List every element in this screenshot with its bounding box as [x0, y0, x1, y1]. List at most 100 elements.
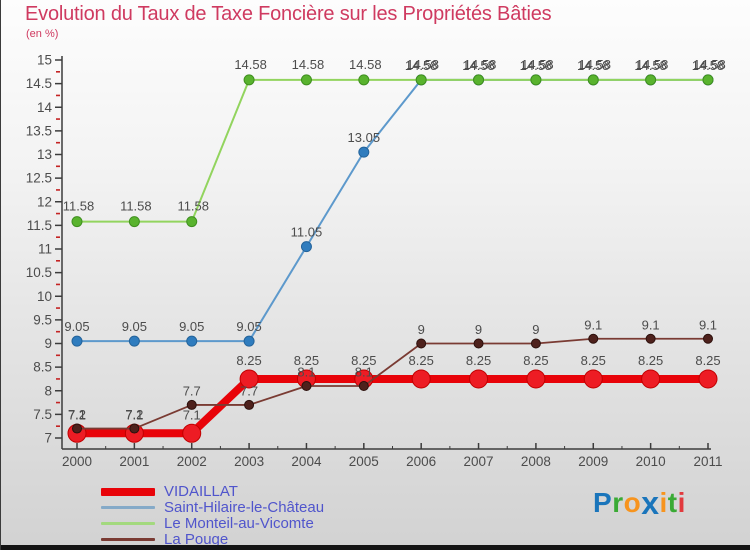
data-point-marker [645, 74, 657, 86]
x-tick-label: 2000 [62, 454, 92, 469]
y-tick-label: 11.5 [27, 218, 52, 233]
logo-letter: t [667, 487, 678, 518]
y-tick-label: 15 [37, 53, 52, 68]
data-point-marker [587, 74, 599, 86]
data-point-label: 14.58 [636, 57, 669, 72]
axes: 7 7.5 8 8.5 9 9.5 10 10.5 11 11.5 12 12.5 13 13.5 14 14… [26, 53, 723, 470]
data-point-label: 8.25 [409, 353, 434, 368]
data-point-label: 7.7 [183, 383, 201, 398]
data-point-label: 9 [418, 322, 425, 337]
y-tick-label: 8 [44, 383, 52, 398]
data-point-label: 14.58 [406, 57, 439, 72]
series-la-pouge: 7.2 7.2 7.7 7.7 8.1 8.1 9 9 9 9.1 9.1 9.1 [68, 317, 717, 434]
legend-item-le-monteil: Le Monteil-au-Vicomte [101, 516, 324, 531]
data-point-marker [129, 423, 140, 434]
x-tick-label: 2010 [636, 454, 666, 469]
x-tick-label: 2009 [578, 454, 608, 469]
y-tick-label: 12.5 [26, 171, 52, 186]
x-tick-label: 2003 [234, 454, 264, 469]
data-point-label: 9.05 [122, 319, 147, 334]
data-point-label: 11.58 [120, 199, 152, 214]
logo-letter: i [677, 487, 686, 518]
y-tick-label: 7 [44, 431, 52, 446]
x-tick-label: 2001 [119, 454, 149, 469]
legend-label: Saint-Hilaire-le-Château [164, 499, 325, 516]
data-point-marker [300, 241, 312, 253]
data-point-label: 7.2 [125, 407, 143, 422]
legend-label: La Pouge [164, 531, 229, 548]
x-tick-label: 2007 [464, 454, 494, 469]
data-point-marker [186, 399, 197, 410]
data-point-label: 14.58 [462, 58, 495, 73]
data-point-label: 7.2 [68, 407, 86, 422]
y-tick-label: 9 [44, 336, 52, 351]
logo-letter: o [623, 487, 642, 518]
data-point-label: 7.1 [68, 407, 86, 422]
y-tick-label: 13 [37, 147, 52, 162]
data-point-marker [473, 338, 484, 349]
data-point-label: 14.58 [405, 58, 438, 73]
y-tick-label: 9.5 [33, 312, 52, 327]
legend-item-la-pouge: La Pouge [101, 532, 324, 547]
data-point-label: 9 [475, 322, 482, 337]
legend: VIDAILLAT Saint-Hilaire-le-Château Le Mo… [101, 484, 324, 547]
data-point-label: 8.25 [581, 353, 606, 368]
data-point-label: 8.1 [355, 365, 373, 380]
data-point-marker [71, 335, 83, 347]
data-point-marker [588, 333, 599, 344]
data-point-label: 9.05 [64, 319, 89, 334]
x-tick-label: 2005 [349, 454, 379, 469]
data-point-marker [411, 369, 431, 389]
logo-letter: i [659, 487, 668, 518]
legend-swatch-vidaillat [101, 487, 155, 496]
data-point-marker [358, 74, 370, 86]
data-point-label: 14.58 [349, 57, 382, 72]
data-point-marker [583, 369, 603, 389]
y-tick-label: 7.5 [33, 407, 52, 422]
data-point-marker [244, 399, 255, 410]
data-point-marker [416, 338, 427, 349]
data-point-marker [243, 74, 255, 86]
data-point-label: 11.05 [291, 225, 323, 240]
data-point-label: 14.58 [578, 57, 611, 72]
data-point-label: 8.25 [466, 353, 491, 368]
data-point-marker [530, 338, 541, 349]
data-point-marker [128, 216, 140, 228]
data-point-marker [301, 381, 312, 392]
data-point-label: 14.58 [520, 58, 553, 73]
data-point-label: 14.58 [464, 57, 497, 72]
page-subtitle: (en %) [26, 28, 59, 40]
data-point-label: 9.05 [179, 319, 204, 334]
data-point-label: 14.58 [234, 57, 267, 72]
legend-swatch-saint-hilaire [101, 506, 155, 509]
data-point-marker [243, 335, 255, 347]
data-point-label: 8.1 [297, 365, 315, 380]
page-title: Evolution du Taux de Taxe Foncière sur l… [25, 3, 552, 25]
y-tick-label: 10 [37, 289, 52, 304]
data-point-marker [469, 369, 489, 389]
data-point-label: 8.25 [236, 353, 261, 368]
data-point-marker [182, 423, 202, 443]
data-point-label: 11.58 [177, 199, 209, 214]
data-point-label: 9.1 [642, 317, 660, 332]
series-line [77, 78, 708, 343]
x-tick-label: 2004 [291, 454, 322, 469]
x-tick-label: 2008 [521, 454, 551, 469]
logo-letter: r [612, 487, 624, 518]
data-point-label: 8.25 [523, 353, 548, 368]
data-point-label: 14.58 [634, 58, 667, 73]
data-point-marker [358, 381, 369, 392]
data-point-marker [71, 216, 83, 228]
series-line [77, 337, 708, 430]
legend-item-vidaillat: VIDAILLAT [101, 484, 324, 499]
data-point-marker [186, 216, 198, 228]
data-point-label: 9.1 [699, 317, 717, 332]
data-point-marker [530, 74, 542, 86]
data-point-label: 7.1 [125, 407, 143, 422]
data-point-marker [186, 335, 198, 347]
data-point-marker [698, 369, 718, 389]
data-point-label: 14.58 [693, 57, 726, 72]
data-point-label: 7.1 [183, 407, 201, 422]
logo-letter: P [593, 487, 613, 518]
